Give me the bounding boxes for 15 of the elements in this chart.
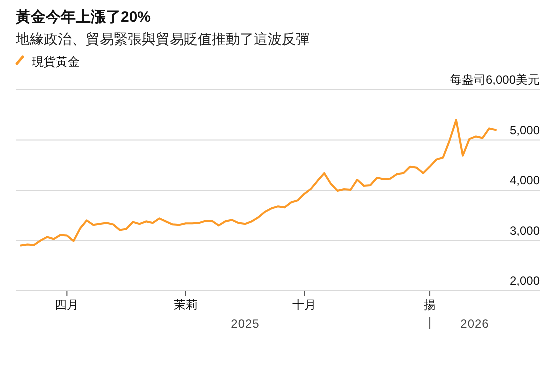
x-tick-label: 揚 xyxy=(424,298,436,312)
legend: 現貨黃金 xyxy=(16,55,80,69)
text: 2026 xyxy=(460,317,490,331)
y-tick-label: 每盎司6,000美元 xyxy=(450,73,540,87)
chart-title: 黃金今年上漲了20% xyxy=(15,9,152,26)
x-tick-label: 茉莉 xyxy=(174,298,198,312)
chart-subtitle: 地緣政治、貿易緊張與貿易貶值推動了這波反彈 xyxy=(15,31,310,47)
y-tick-label: 5,000 xyxy=(510,123,540,138)
legend-label: 現貨黃金 xyxy=(32,55,80,69)
text: 2025 xyxy=(231,317,260,331)
y-tick-label: 3,000 xyxy=(510,224,540,238)
y-tick-label: 2,000 xyxy=(510,274,540,288)
x-tick-label: 十月 xyxy=(292,298,317,312)
y-tick-label: 4,000 xyxy=(510,174,540,188)
x-tick-label: 四月 xyxy=(55,298,80,312)
